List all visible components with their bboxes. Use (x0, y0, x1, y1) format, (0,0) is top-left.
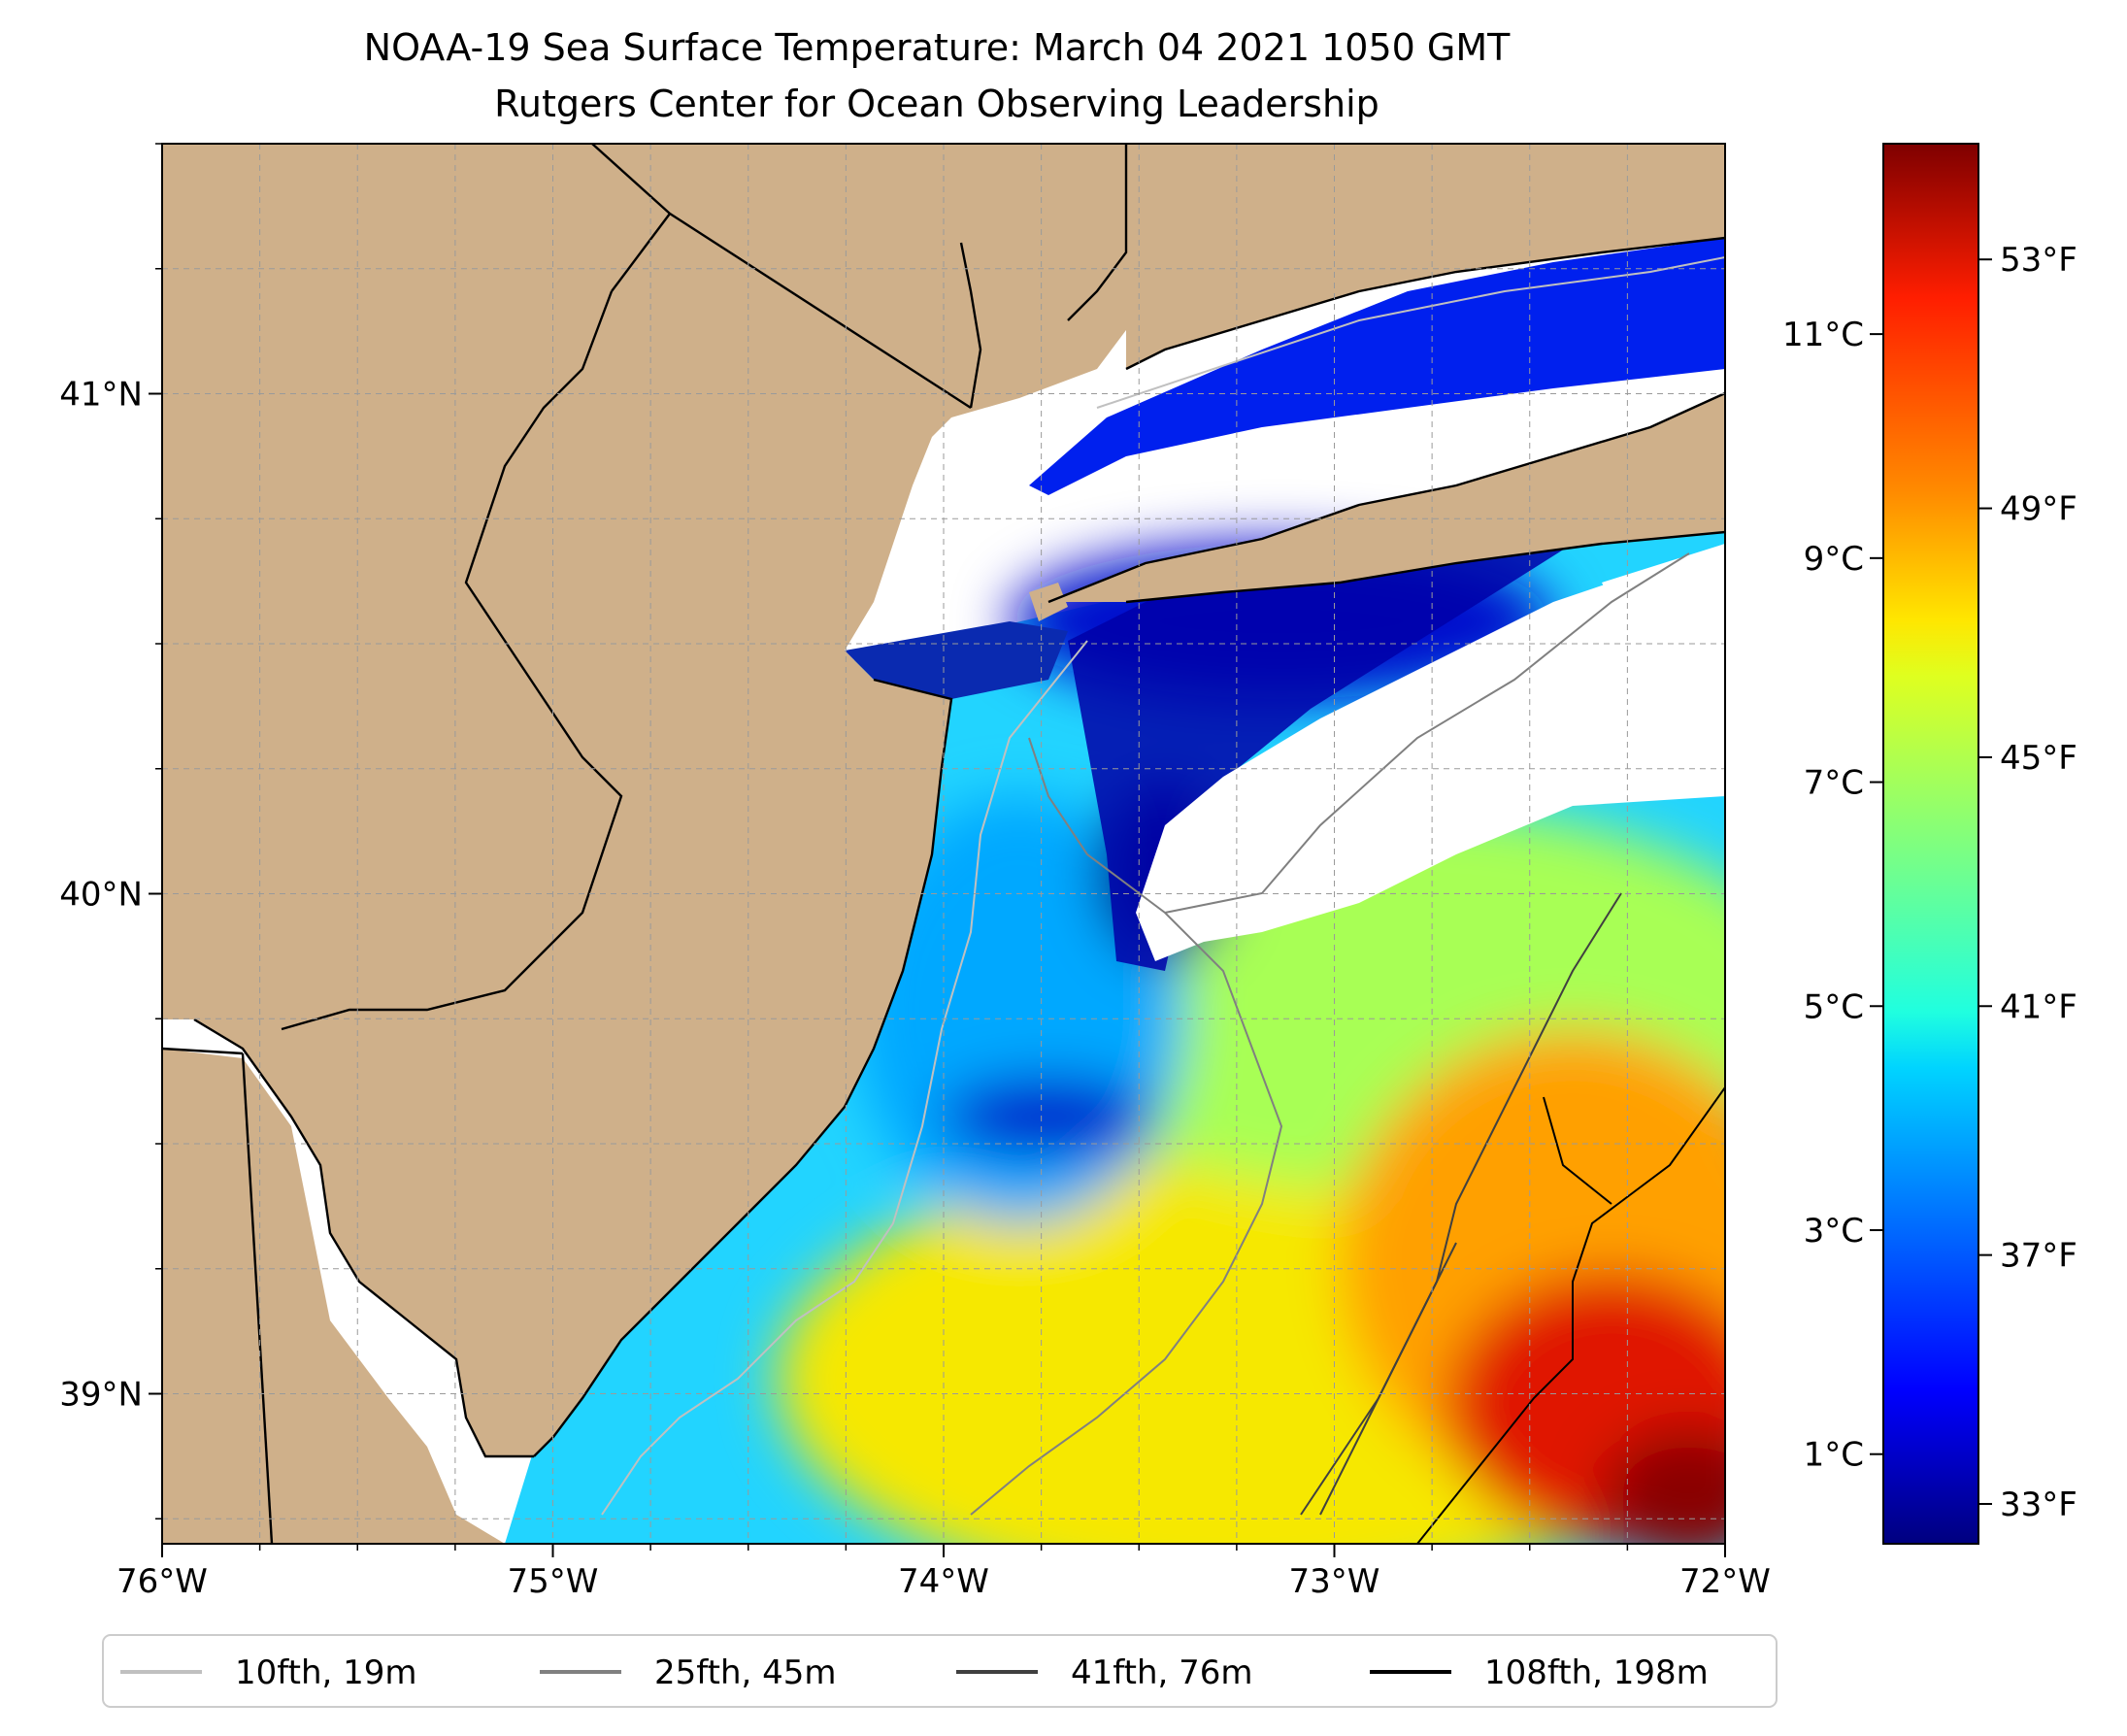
x-tick-label: 72°W (1679, 1562, 1771, 1601)
border-pa-nj-river (281, 290, 623, 1031)
border-ny-ct (1067, 144, 1128, 321)
land-pennsylvania-nj (162, 144, 1126, 1456)
coastline-hudson (959, 242, 982, 409)
sst-ny-bight (845, 621, 1068, 699)
coastline-long-island-south (1125, 530, 1725, 604)
cloud-mask-east (1136, 544, 1725, 961)
land-delaware (162, 1049, 505, 1544)
colorbar-celsius-label: 9°C (1804, 540, 1864, 579)
colorbar-celsius-label: 3°C (1804, 1212, 1864, 1251)
coastlines (162, 144, 1725, 1544)
colorbar-fahrenheit-label: 37°F (2000, 1237, 2077, 1276)
sst-darkred-corner (1602, 1427, 1725, 1544)
legend-label: 25fth, 45m (654, 1653, 837, 1692)
legend: 10fth, 19m 25fth, 45m 41fth, 76m 108fth, 19… (102, 1634, 1778, 1708)
colorbar-fahrenheit-label: 41°F (2000, 987, 2077, 1026)
sst-cold-band (1068, 505, 1573, 971)
y-tick-label: 40°N (59, 876, 143, 915)
isobath-10fth (601, 640, 1088, 1516)
coastline-delaware-bay (193, 1018, 534, 1458)
x-axis: 76°W 75°W 74°W 73°W 72°W (116, 1544, 1771, 1601)
sst-field (505, 417, 1725, 1544)
colorbar-fahrenheit-label: 49°F (2000, 490, 2077, 529)
coastline-long-island (1047, 391, 1725, 604)
isobath-108fth (1416, 1086, 1725, 1544)
land-connecticut (1126, 144, 1725, 369)
legend-label: 108fth, 198m (1484, 1653, 1709, 1692)
colorbar-fahrenheit-label: 45°F (2000, 739, 2077, 778)
map-panel (162, 144, 1725, 1544)
y-tick-label: 39°N (59, 1376, 143, 1415)
cloud-mask-ne (1602, 544, 1725, 680)
x-tick-label: 75°W (508, 1562, 599, 1601)
border-ny-nj (669, 212, 972, 410)
isobath-108fth-b (1543, 1096, 1612, 1205)
legend-label: 41fth, 76m (1071, 1653, 1253, 1692)
border-pa-de (162, 1047, 244, 1055)
coastline-connecticut (1125, 236, 1725, 371)
x-tick-label: 73°W (1289, 1562, 1380, 1601)
colorbar-celsius-label: 5°C (1804, 987, 1864, 1026)
sst-cold-tongue (942, 1078, 1155, 1155)
coastline-nj (533, 678, 953, 1457)
legend-label: 10fth, 19m (235, 1653, 417, 1692)
x-tick-label: 74°W (898, 1562, 989, 1601)
y-tick-label: 41°N (59, 376, 143, 415)
x-tick-label: 76°W (116, 1562, 208, 1601)
colorbar-gradient (1882, 143, 1979, 1545)
isobath-41fth-b (1319, 892, 1622, 1516)
isobath-25fth (970, 737, 1283, 1516)
colorbar-celsius-label: 11°C (1782, 316, 1864, 354)
colorbar-fahrenheit-axis: 53°F 49°F 45°F 41°F 37°F 33°F (1978, 241, 2077, 1524)
chart-subtitle: Rutgers Center for Ocean Observing Leade… (494, 83, 1379, 125)
gridlines (162, 144, 1725, 1544)
sst-long-island-sound (1029, 238, 1725, 495)
colorbar-fahrenheit-label: 53°F (2000, 241, 2077, 280)
colorbar-celsius-axis: 11°C 9°C 7°C 5°C 3°C 1°C (1782, 316, 1883, 1475)
y-axis: 41°N 40°N 39°N (59, 143, 162, 1519)
chart-title: NOAA-19 Sea Surface Temperature: March 0… (364, 26, 1511, 69)
colorbar-celsius-label: 1°C (1804, 1436, 1864, 1475)
border-ny-pa (591, 144, 672, 292)
colorbar-fahrenheit-label: 33°F (2000, 1486, 2077, 1524)
border-de-md (241, 1052, 274, 1544)
colorbar-celsius-label: 7°C (1804, 764, 1864, 803)
legend-box (102, 1634, 1778, 1708)
legend-items: 10fth, 19m 25fth, 45m 41fth, 76m 108fth, 19… (120, 1653, 1709, 1692)
